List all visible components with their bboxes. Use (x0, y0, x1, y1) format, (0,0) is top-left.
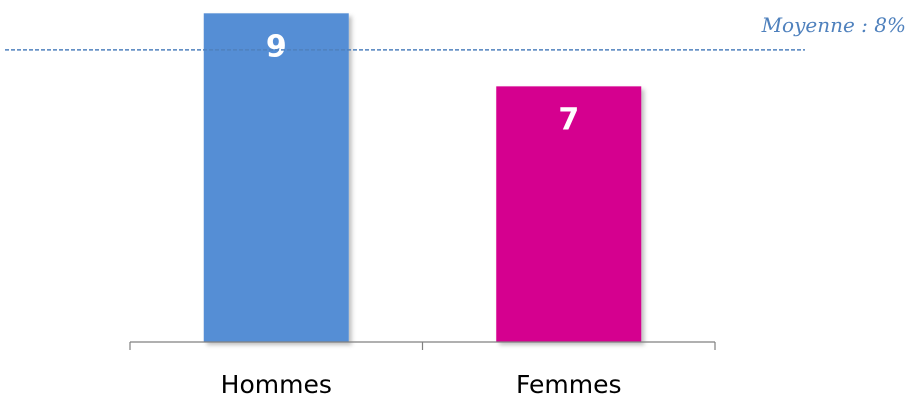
labels-group: 9 Hommes 7 Femmes (221, 29, 622, 399)
bar-hommes (203, 13, 349, 342)
bars-group (203, 13, 642, 342)
average-label: Moyenne : 8% (761, 13, 906, 37)
category-label-femmes: Femmes (516, 370, 622, 399)
data-label-femmes: 7 (558, 102, 579, 137)
data-label-hommes: 9 (266, 29, 287, 64)
x-axis (129, 341, 716, 350)
bar-femmes (496, 86, 642, 342)
category-label-hommes: Hommes (221, 370, 332, 399)
reference-line-group: Moyenne : 8% (5, 13, 906, 51)
